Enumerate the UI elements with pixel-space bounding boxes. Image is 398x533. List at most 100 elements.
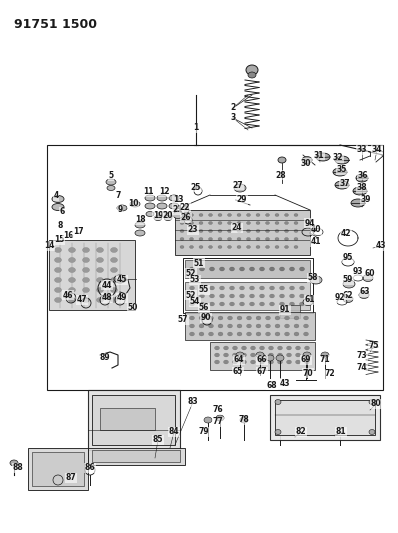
- Text: 59: 59: [343, 276, 353, 285]
- Ellipse shape: [55, 287, 62, 293]
- Text: 49: 49: [117, 294, 127, 303]
- Text: 51: 51: [194, 259, 204, 268]
- Ellipse shape: [259, 294, 265, 298]
- Text: 37: 37: [339, 179, 350, 188]
- Ellipse shape: [277, 353, 283, 357]
- Ellipse shape: [285, 316, 289, 320]
- Ellipse shape: [218, 246, 222, 248]
- Text: 67: 67: [257, 367, 267, 376]
- Polygon shape: [270, 395, 380, 440]
- Text: 48: 48: [101, 294, 112, 303]
- Ellipse shape: [158, 212, 166, 216]
- Ellipse shape: [265, 214, 269, 216]
- Ellipse shape: [289, 302, 295, 306]
- Ellipse shape: [246, 324, 252, 328]
- Ellipse shape: [279, 286, 285, 290]
- Ellipse shape: [250, 360, 256, 364]
- Ellipse shape: [111, 297, 117, 303]
- Bar: [92, 395, 175, 445]
- Text: 89: 89: [100, 353, 110, 362]
- Ellipse shape: [180, 246, 184, 248]
- Ellipse shape: [289, 286, 295, 290]
- Polygon shape: [49, 240, 135, 310]
- Ellipse shape: [265, 230, 269, 232]
- Text: 52: 52: [186, 290, 196, 300]
- Ellipse shape: [224, 346, 228, 350]
- Ellipse shape: [237, 222, 241, 224]
- Text: 95: 95: [343, 254, 353, 262]
- Ellipse shape: [215, 360, 220, 364]
- Text: 25: 25: [191, 182, 201, 191]
- Text: 3: 3: [230, 114, 236, 123]
- Ellipse shape: [68, 278, 76, 282]
- Ellipse shape: [173, 212, 183, 219]
- Ellipse shape: [68, 297, 76, 303]
- Ellipse shape: [246, 214, 250, 216]
- Bar: [183, 258, 313, 313]
- Ellipse shape: [199, 302, 205, 306]
- Polygon shape: [185, 260, 310, 278]
- Ellipse shape: [256, 222, 260, 224]
- Ellipse shape: [316, 153, 330, 161]
- Ellipse shape: [82, 247, 90, 253]
- Ellipse shape: [199, 238, 203, 240]
- Ellipse shape: [246, 246, 250, 248]
- Ellipse shape: [276, 355, 284, 361]
- Ellipse shape: [256, 230, 260, 232]
- Ellipse shape: [189, 238, 193, 240]
- Text: 94: 94: [305, 219, 315, 228]
- Text: 55: 55: [199, 286, 209, 295]
- Ellipse shape: [294, 332, 299, 336]
- Text: 43: 43: [280, 378, 290, 387]
- Ellipse shape: [242, 360, 246, 364]
- Ellipse shape: [199, 332, 204, 336]
- Ellipse shape: [209, 246, 213, 248]
- Ellipse shape: [209, 267, 215, 271]
- Text: 7: 7: [115, 191, 121, 200]
- Text: 71: 71: [320, 356, 330, 365]
- Ellipse shape: [363, 274, 373, 281]
- Ellipse shape: [300, 302, 304, 306]
- Text: 30: 30: [301, 158, 311, 167]
- Ellipse shape: [285, 332, 289, 336]
- Ellipse shape: [353, 187, 367, 195]
- Ellipse shape: [220, 302, 224, 306]
- Ellipse shape: [52, 204, 64, 211]
- Ellipse shape: [209, 294, 215, 298]
- Ellipse shape: [220, 286, 224, 290]
- Text: 40: 40: [311, 225, 321, 235]
- Text: 45: 45: [117, 276, 127, 285]
- Ellipse shape: [259, 346, 265, 350]
- Ellipse shape: [68, 287, 76, 293]
- Text: 78: 78: [239, 416, 250, 424]
- Polygon shape: [280, 305, 300, 318]
- Ellipse shape: [356, 174, 368, 182]
- Ellipse shape: [55, 278, 62, 282]
- Ellipse shape: [285, 238, 289, 240]
- Ellipse shape: [232, 346, 238, 350]
- Ellipse shape: [246, 230, 250, 232]
- Text: 18: 18: [135, 215, 145, 224]
- Ellipse shape: [218, 238, 222, 240]
- Ellipse shape: [189, 324, 195, 328]
- Ellipse shape: [55, 247, 62, 253]
- Ellipse shape: [275, 400, 281, 405]
- Ellipse shape: [269, 294, 275, 298]
- Ellipse shape: [275, 332, 280, 336]
- Ellipse shape: [199, 316, 204, 320]
- Text: 26: 26: [181, 214, 191, 222]
- Ellipse shape: [277, 360, 283, 364]
- Ellipse shape: [300, 294, 304, 298]
- Ellipse shape: [250, 302, 254, 306]
- Ellipse shape: [145, 203, 155, 209]
- Polygon shape: [88, 448, 185, 465]
- Ellipse shape: [256, 324, 261, 328]
- Ellipse shape: [300, 286, 304, 290]
- Ellipse shape: [275, 316, 280, 320]
- Ellipse shape: [228, 246, 232, 248]
- Ellipse shape: [154, 215, 162, 221]
- Bar: [275, 400, 375, 435]
- Ellipse shape: [275, 246, 279, 248]
- Ellipse shape: [259, 267, 265, 271]
- Ellipse shape: [279, 294, 285, 298]
